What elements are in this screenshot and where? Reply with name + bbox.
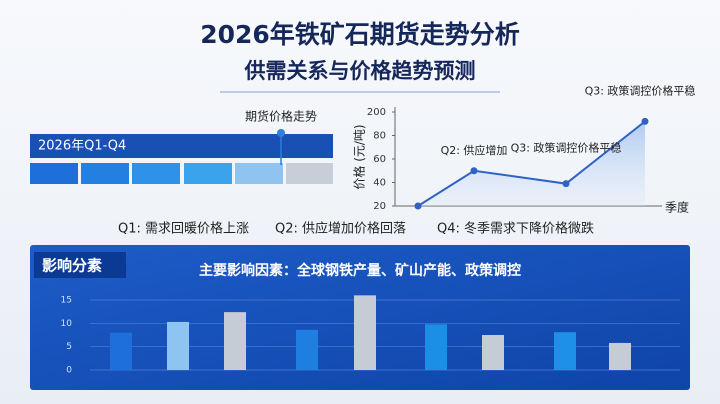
- timeline-caption: 期货价格走势: [245, 109, 317, 124]
- segment: [132, 163, 180, 184]
- point: [414, 202, 422, 210]
- title: 2026年铁矿石期货走势分析: [200, 20, 520, 49]
- y-tick-label: 200: [367, 107, 386, 118]
- y-tick-label: 80: [373, 131, 386, 142]
- y-tick-label: 60: [373, 154, 386, 165]
- bar: [482, 335, 504, 370]
- annotation: Q3: 政策调控价格平稳: [585, 83, 696, 97]
- bar: [354, 295, 376, 370]
- y-tick-label: 20: [373, 201, 386, 212]
- badge-bg: [34, 252, 126, 278]
- bar: [425, 324, 447, 370]
- note: Q1: 需求回暖价格上涨: [118, 221, 249, 237]
- factor-title: 主要影响因素：全球钢铁产量、矿山产能、政策调控: [199, 262, 521, 279]
- segment: [81, 163, 129, 184]
- pin: [277, 129, 285, 137]
- bar: [167, 321, 189, 370]
- segment: [286, 163, 333, 184]
- annotation: Q2: 供应增加: [441, 143, 508, 157]
- point: [470, 167, 478, 175]
- y-tick-label: 15: [61, 296, 72, 306]
- y-tick-label: 5: [66, 342, 72, 352]
- y-tick-label: 10: [61, 319, 73, 329]
- badge: 影响分素: [42, 257, 102, 275]
- x-axis-label: 季度: [665, 200, 689, 215]
- bar: [224, 312, 246, 370]
- y-tick-label: 40: [373, 178, 386, 189]
- timeline-segments: [30, 163, 333, 184]
- note: Q4: 冬季需求下降价格微跌: [437, 221, 594, 237]
- y-tick-label: 0: [66, 366, 72, 376]
- timeline-bar: [30, 134, 333, 158]
- note: Q2: 供应增加价格回落: [275, 221, 406, 237]
- line: [417, 120, 646, 207]
- y-axis-label: 价格 (元/吨): [352, 124, 367, 189]
- segment: [184, 163, 232, 184]
- annotation: Q3: 政策调控价格平稳: [511, 141, 622, 155]
- point: [641, 117, 649, 125]
- bar: [554, 332, 576, 370]
- subtitle: 供需关系与价格趋势预测: [244, 59, 476, 83]
- bar: [296, 329, 318, 370]
- segment: [235, 163, 283, 184]
- segment: [30, 163, 78, 184]
- point: [562, 180, 570, 188]
- area: [418, 121, 645, 206]
- timeline-label: 2026年Q1-Q4: [38, 139, 126, 154]
- bar: [110, 332, 132, 370]
- bar: [609, 342, 631, 370]
